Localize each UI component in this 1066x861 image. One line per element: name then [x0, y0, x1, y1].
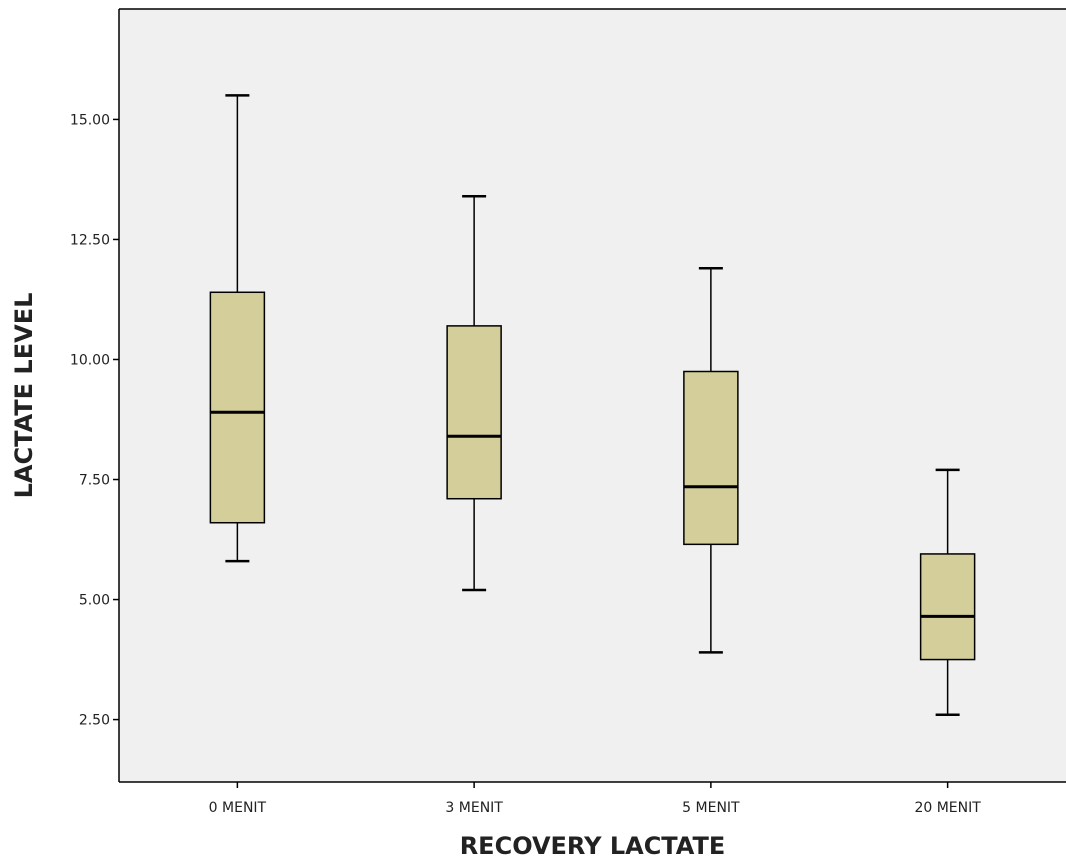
- x-tick-label: 3 MENIT: [445, 800, 503, 816]
- box-group: [919, 468, 976, 717]
- box-group: [446, 194, 502, 592]
- y-tick-label: 10.00: [70, 352, 110, 368]
- y-tick-label: 15.00: [70, 112, 110, 128]
- x-tick-label: 5 MENIT: [682, 800, 740, 816]
- x-axis-title: RECOVERY LACTATE: [460, 832, 726, 860]
- iqr-box: [919, 553, 976, 661]
- x-tick-label: 0 MENIT: [209, 800, 267, 816]
- iqr-box: [683, 370, 739, 546]
- iqr-box: [446, 325, 502, 500]
- box-group: [683, 267, 739, 654]
- iqr-box: [209, 291, 266, 524]
- x-tick-label: 20 MENIT: [914, 800, 981, 816]
- plot-area: [119, 9, 1066, 782]
- box-group: [209, 94, 266, 563]
- y-tick-label: 12.50: [70, 232, 110, 248]
- y-axis-title: LACTATE LEVEL: [10, 293, 38, 499]
- y-tick-label: 5.00: [79, 593, 110, 609]
- y-tick-label: 2.50: [79, 713, 110, 729]
- y-tick-label: 7.50: [79, 473, 110, 489]
